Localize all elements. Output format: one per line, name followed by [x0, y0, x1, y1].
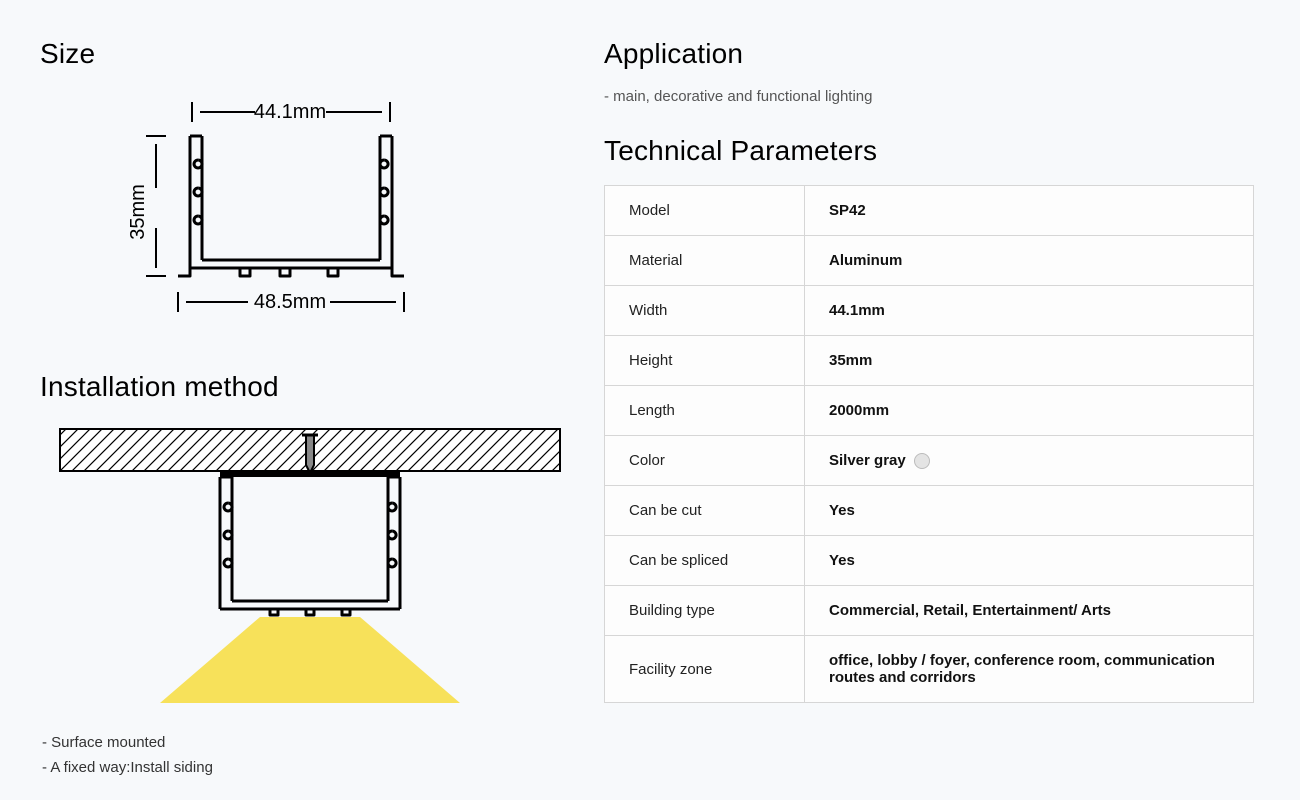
- size-heading: Size: [40, 38, 560, 70]
- light-beam-icon: [160, 617, 460, 703]
- table-row: Width44.1mm: [605, 286, 1254, 336]
- param-value: Silver gray: [805, 436, 1254, 486]
- tech-params-heading: Technical Parameters: [604, 135, 1260, 167]
- param-key: Color: [605, 436, 805, 486]
- table-row: Building typeCommercial, Retail, Enterta…: [605, 586, 1254, 636]
- install-diagram: [50, 421, 560, 716]
- table-row: Can be splicedYes: [605, 536, 1254, 586]
- param-value: 44.1mm: [805, 286, 1254, 336]
- install-bullet: - A fixed way:Install siding: [42, 759, 560, 776]
- application-sub: - main, decorative and functional lighti…: [604, 88, 1260, 105]
- param-value: Commercial, Retail, Entertainment/ Arts: [805, 586, 1254, 636]
- param-value: Yes: [805, 536, 1254, 586]
- param-key: Height: [605, 336, 805, 386]
- size-diagram: 44.1mm 35mm: [100, 88, 560, 343]
- param-key: Can be spliced: [605, 536, 805, 586]
- param-key: Can be cut: [605, 486, 805, 536]
- table-row: ModelSP42: [605, 186, 1254, 236]
- dim-bottom-label: 48.5mm: [254, 291, 326, 313]
- param-value: SP42: [805, 186, 1254, 236]
- param-value: Yes: [805, 486, 1254, 536]
- param-value: 2000mm: [805, 386, 1254, 436]
- param-value: office, lobby / foyer, conference room, …: [805, 636, 1254, 703]
- param-key: Material: [605, 236, 805, 286]
- param-key: Length: [605, 386, 805, 436]
- table-row: Length2000mm: [605, 386, 1254, 436]
- param-value: Aluminum: [805, 236, 1254, 286]
- param-key: Model: [605, 186, 805, 236]
- param-key: Width: [605, 286, 805, 336]
- color-swatch-icon: [914, 453, 930, 469]
- table-row: ColorSilver gray: [605, 436, 1254, 486]
- table-row: Height35mm: [605, 336, 1254, 386]
- dim-side-label: 35mm: [127, 184, 149, 240]
- table-row: Facility zoneoffice, lobby / foyer, conf…: [605, 636, 1254, 703]
- install-heading: Installation method: [40, 371, 560, 403]
- param-key: Facility zone: [605, 636, 805, 703]
- param-value: 35mm: [805, 336, 1254, 386]
- tech-params-table: ModelSP42MaterialAluminumWidth44.1mmHeig…: [604, 185, 1254, 703]
- dim-top-label: 44.1mm: [254, 101, 326, 123]
- param-key: Building type: [605, 586, 805, 636]
- table-row: Can be cutYes: [605, 486, 1254, 536]
- install-bullet: - Surface mounted: [42, 734, 560, 751]
- table-row: MaterialAluminum: [605, 236, 1254, 286]
- application-heading: Application: [604, 38, 1260, 70]
